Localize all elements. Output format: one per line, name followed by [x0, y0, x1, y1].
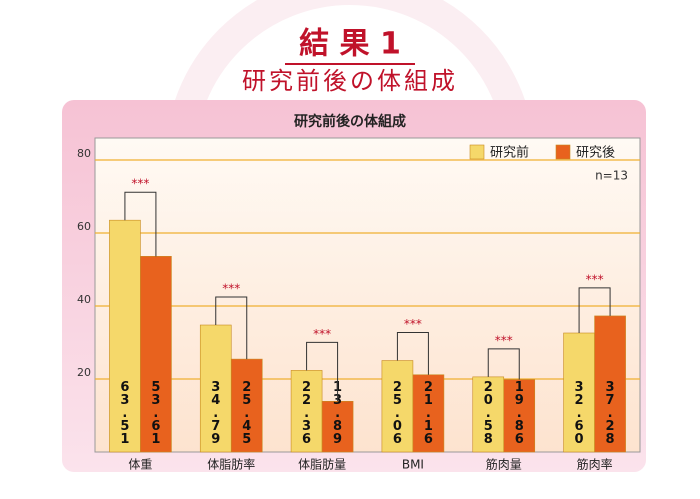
legend-swatch — [469, 144, 485, 160]
bracket — [487, 348, 520, 380]
bracket — [578, 287, 611, 334]
value-label: 25.06 — [390, 380, 405, 445]
bar — [563, 332, 595, 453]
value-label: 21.16 — [421, 380, 436, 445]
legend-label: 研究後 — [576, 146, 615, 161]
value-label: 19.86 — [512, 380, 527, 445]
x-tick-label: 筋肉率 — [577, 457, 613, 472]
significance: *** — [131, 177, 149, 191]
legend-label: 研究前 — [490, 145, 529, 161]
x-tick-label: 筋肉量 — [486, 457, 522, 472]
value-label: 20.58 — [481, 380, 496, 445]
bar — [412, 374, 445, 453]
x-tick-label: 体脂肪率 — [207, 457, 255, 472]
plot-area — [94, 137, 641, 453]
significance: *** — [495, 333, 513, 347]
chart-title: 研究前後の体組成 — [294, 113, 406, 130]
value-label: 22.36 — [299, 380, 314, 445]
bar — [230, 358, 263, 453]
value-label: 63.51 — [117, 380, 132, 445]
slide-title: 結 果 1 — [299, 27, 401, 62]
bracket — [124, 191, 157, 257]
significance: *** — [313, 327, 331, 341]
value-label: 32.60 — [572, 380, 587, 445]
y-tick-label: 60 — [77, 220, 91, 233]
bar — [381, 360, 414, 453]
bracket — [396, 332, 429, 375]
slide-subtitle: 研究前後の体組成 — [242, 67, 458, 95]
x-tick-label: 体重 — [128, 458, 152, 472]
significance: *** — [586, 272, 604, 286]
y-tick-label: 40 — [77, 293, 91, 306]
significance: *** — [222, 282, 240, 296]
bar — [140, 256, 172, 453]
x-tick-label: 体脂肪量 — [298, 457, 346, 472]
value-label: 37.28 — [603, 380, 618, 445]
value-label: 34.79 — [208, 380, 223, 445]
value-label: 53.61 — [148, 380, 163, 445]
sample-size: n=13 — [595, 169, 628, 183]
bar — [199, 324, 232, 453]
value-label: 25.45 — [239, 380, 254, 445]
bar — [321, 401, 354, 453]
bracket — [306, 341, 339, 402]
y-tick-label: 80 — [77, 147, 91, 160]
significance: *** — [404, 317, 422, 331]
bracket — [215, 296, 248, 360]
bar — [472, 376, 505, 453]
legend-swatch — [555, 144, 571, 160]
x-tick-label: BMI — [402, 458, 424, 472]
value-label: 13.89 — [330, 380, 345, 445]
y-tick-label: 20 — [77, 366, 91, 379]
bar — [594, 315, 626, 453]
